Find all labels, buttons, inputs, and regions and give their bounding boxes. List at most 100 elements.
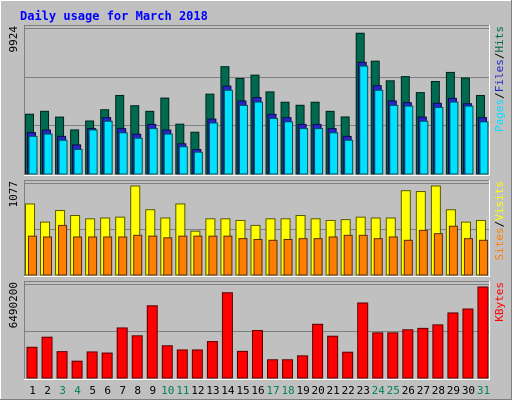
x-tick-label-day-10: 10 [161, 384, 174, 397]
bar-pages-day-7 [118, 132, 128, 175]
bar-kbytes-day-23 [357, 302, 369, 379]
bar-pages-day-16 [253, 101, 263, 175]
bar-pages-day-27 [419, 120, 429, 175]
legend-entry: / [493, 92, 506, 99]
x-tick-label-day-16: 16 [251, 384, 264, 397]
bar-pages-day-20 [314, 128, 324, 175]
bar-kbytes-day-20 [312, 323, 324, 379]
bar-pages-day-23 [359, 65, 369, 175]
legend-entry: / [493, 221, 506, 228]
bar-pages-day-25 [389, 104, 399, 175]
bar-pages-day-15 [238, 104, 248, 175]
bar-kbytes-day-11 [176, 349, 188, 379]
x-tick-label-day-19: 19 [296, 384, 309, 397]
panel-2: 1077 Sites/Visits [7, 180, 506, 277]
y-axis-max-label: 1077 [7, 181, 20, 208]
bar-sites-day-25 [388, 236, 398, 276]
bar-kbytes-day-8 [131, 335, 143, 379]
bar-kbytes-day-30 [462, 308, 474, 379]
legend-entry: / [493, 53, 506, 60]
bar-kbytes-day-15 [236, 350, 248, 379]
bar-kbytes-day-6 [101, 352, 113, 379]
bar-kbytes-day-2 [41, 336, 53, 379]
bar-kbytes-day-25 [387, 332, 399, 379]
bar-sites-day-7 [118, 236, 128, 276]
bar-sites-day-29 [448, 225, 458, 276]
bar-pages-day-8 [133, 137, 143, 175]
bar-pages-day-10 [163, 133, 173, 175]
chart-title: Daily usage for March 2018 [20, 9, 208, 23]
panel-legend: Pages/Files/Hits [493, 26, 506, 132]
y-axis-max-label: 9924 [7, 26, 20, 53]
bar-kbytes-day-31 [477, 286, 489, 379]
x-tick-label-day-24: 24 [372, 384, 386, 397]
bar-pages-day-18 [284, 121, 294, 175]
bar-sites-day-15 [238, 238, 248, 276]
bar-pages-day-6 [103, 120, 113, 175]
x-tick-label-day-28: 28 [432, 384, 445, 397]
chart-panels: 9924Pages/Files/Hits1077Sites/Visits6490… [7, 25, 506, 380]
x-tick-label-day-22: 22 [342, 384, 355, 397]
bar-sites-day-1 [28, 235, 37, 276]
bar-sites-day-12 [193, 235, 203, 276]
bar-kbytes-day-5 [86, 351, 98, 379]
bar-sites-day-5 [88, 236, 98, 276]
legend-entry: Sites [493, 227, 506, 260]
bar-pages-day-13 [208, 122, 218, 175]
bar-kbytes-day-1 [26, 346, 38, 379]
bar-pages-day-17 [269, 118, 279, 175]
legend-entry: Pages [493, 99, 506, 132]
panel-1: 9924 Pages/Files/Hits [7, 25, 506, 176]
bar-sites-day-19 [298, 238, 308, 276]
x-tick-label-day-18: 18 [281, 384, 294, 397]
bar-kbytes-day-29 [447, 312, 459, 379]
x-tick-label-day-6: 6 [104, 384, 111, 397]
bar-kbytes-day-18 [282, 359, 294, 379]
x-tick-label-day-4: 4 [74, 384, 81, 397]
bar-sites-day-28 [433, 233, 443, 276]
x-tick-label-day-2: 2 [44, 384, 51, 397]
bar-pages-day-21 [329, 132, 339, 175]
bar-sites-day-21 [328, 236, 338, 276]
bar-sites-day-30 [463, 238, 473, 276]
bar-kbytes-day-19 [297, 355, 309, 379]
bar-sites-day-26 [403, 239, 413, 276]
bar-sites-day-6 [103, 236, 113, 276]
x-tick-label-day-1: 1 [29, 384, 36, 397]
bar-sites-day-27 [418, 229, 428, 276]
x-tick-label-day-5: 5 [89, 384, 96, 397]
panel-3: 6490200 KBytes [7, 281, 506, 380]
x-axis-tick-labels: 1 2 3 4 5 6 7 8 9 10 11 12 13 14 15 16 17 18 19 20 21 22 23 24 2… [29, 384, 490, 397]
bar-sites-day-13 [208, 235, 218, 276]
x-tick-label-day-23: 23 [357, 384, 370, 397]
panel-legend: KBytes [493, 282, 506, 322]
bar-sites-day-4 [73, 236, 83, 276]
bar-kbytes-day-9 [146, 305, 158, 379]
x-tick-label-day-11: 11 [176, 384, 189, 397]
x-tick-label-day-15: 15 [236, 384, 249, 397]
bar-pages-day-29 [449, 101, 459, 175]
bar-sites-day-16 [253, 238, 263, 276]
bar-sites-day-20 [313, 238, 323, 276]
x-tick-label-day-29: 29 [447, 384, 460, 397]
x-tick-label-day-14: 14 [221, 384, 235, 397]
series-pages [28, 65, 489, 175]
x-tick-label-day-25: 25 [387, 384, 400, 397]
legend-entry: Hits [493, 26, 506, 53]
bar-kbytes-day-3 [56, 351, 68, 379]
bar-pages-day-22 [344, 139, 354, 175]
bar-pages-day-12 [193, 151, 203, 175]
bar-pages-day-14 [223, 89, 233, 175]
bar-sites-day-8 [133, 234, 143, 276]
bar-pages-day-2 [43, 133, 53, 175]
bar-pages-day-19 [299, 128, 309, 175]
bar-kbytes-day-10 [161, 345, 173, 379]
bar-pages-day-31 [479, 121, 489, 175]
bar-sites-day-24 [373, 238, 383, 276]
bar-pages-day-1 [28, 135, 38, 175]
bar-sites-day-31 [478, 239, 488, 276]
y-axis-max-label: 6490200 [7, 282, 20, 328]
bar-pages-day-3 [58, 139, 68, 175]
